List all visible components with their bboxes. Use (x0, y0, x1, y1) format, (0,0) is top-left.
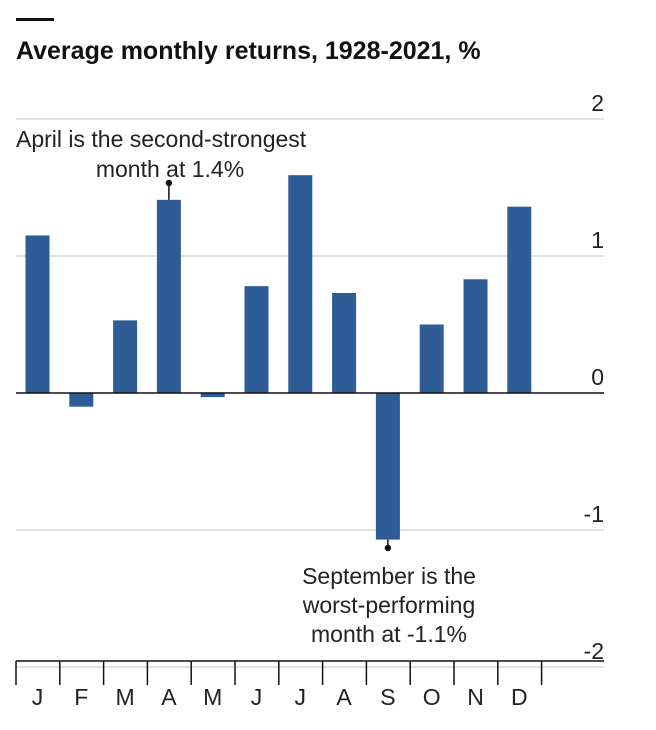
bar (113, 320, 138, 393)
x-tick-label: N (467, 684, 484, 710)
x-tick-label: O (423, 684, 441, 710)
x-tick-label: F (74, 684, 88, 710)
bar (200, 393, 225, 398)
x-tick-label: S (380, 684, 395, 710)
x-tick-label: M (203, 684, 222, 710)
bar (25, 235, 50, 393)
annotation-text: worst-performing (302, 592, 476, 618)
x-tick-label: J (295, 684, 307, 710)
chart-title: Average monthly returns, 1928-2021, % (16, 37, 481, 65)
annotation-dot (384, 544, 392, 552)
annotation-text: month at -1.1% (311, 621, 467, 647)
x-tick-label: D (511, 684, 528, 710)
annotation-text: September is the (302, 563, 476, 589)
title-rule (16, 18, 54, 21)
y-tick-label: -1 (584, 501, 604, 527)
y-tick-label: 2 (591, 90, 604, 116)
bar (69, 393, 94, 407)
x-tick-label: J (32, 684, 44, 710)
bar (332, 292, 357, 393)
x-tick-label: A (336, 684, 352, 710)
x-tick-label: M (116, 684, 135, 710)
y-tick-label: -2 (584, 638, 604, 664)
bar (244, 286, 269, 393)
x-tick-label: A (161, 684, 177, 710)
x-tick-label: J (251, 684, 263, 710)
y-tick-label: 1 (591, 227, 604, 253)
bar (463, 279, 488, 393)
y-tick-label: 0 (591, 364, 604, 390)
annotations: April is the second-strongest month at 1.… (16, 126, 476, 647)
annotation-text: month at 1.4% (96, 156, 244, 182)
annotation-text: April is the second-strongest (16, 126, 307, 152)
bars (25, 175, 532, 540)
bar (156, 199, 181, 393)
y-axis-labels: 2 1 0 -1 -2 (584, 90, 604, 664)
bar (288, 175, 313, 393)
bar (507, 206, 532, 393)
bar (419, 324, 444, 393)
bar (375, 393, 400, 540)
gridlines (16, 118, 604, 668)
